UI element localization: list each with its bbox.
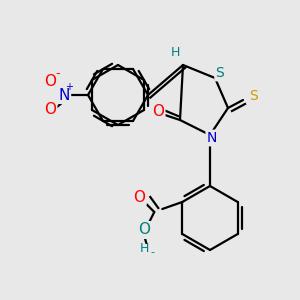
Text: H: H	[140, 242, 149, 256]
Text: S: S	[249, 89, 257, 103]
Text: O: O	[44, 74, 56, 88]
Text: O: O	[44, 101, 56, 116]
Text: N: N	[207, 131, 217, 145]
Text: S: S	[216, 66, 224, 80]
Text: -: -	[150, 247, 154, 257]
Text: -: -	[56, 68, 60, 80]
Text: O: O	[133, 190, 145, 205]
Text: N: N	[58, 88, 70, 103]
Text: H: H	[170, 46, 180, 59]
Text: O: O	[138, 223, 150, 238]
Text: +: +	[65, 82, 73, 92]
Text: O: O	[152, 104, 164, 119]
